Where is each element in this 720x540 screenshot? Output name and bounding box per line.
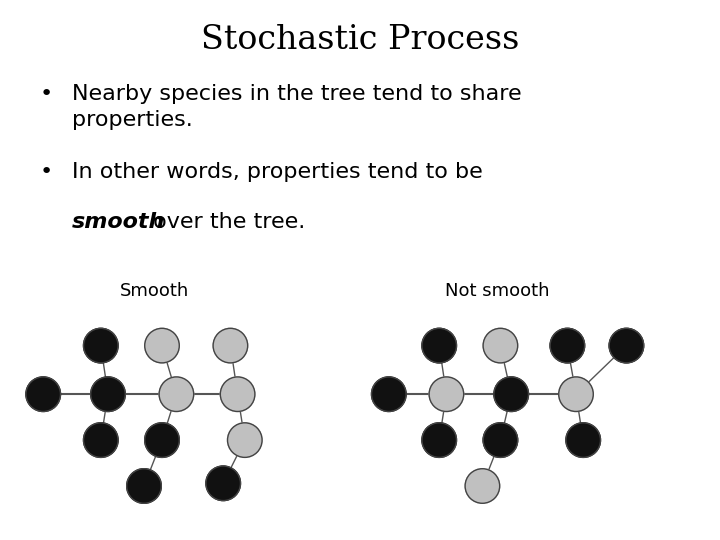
Ellipse shape bbox=[372, 377, 406, 411]
Ellipse shape bbox=[550, 328, 585, 363]
Ellipse shape bbox=[429, 377, 464, 411]
Ellipse shape bbox=[220, 377, 255, 411]
Ellipse shape bbox=[127, 469, 161, 503]
Text: Nearby species in the tree tend to share
properties.: Nearby species in the tree tend to share… bbox=[72, 84, 521, 130]
Ellipse shape bbox=[422, 423, 456, 457]
Ellipse shape bbox=[483, 328, 518, 363]
Ellipse shape bbox=[465, 469, 500, 503]
Ellipse shape bbox=[494, 377, 528, 411]
Ellipse shape bbox=[145, 328, 179, 363]
Ellipse shape bbox=[609, 328, 644, 363]
Text: •: • bbox=[40, 84, 53, 104]
Text: smooth: smooth bbox=[72, 212, 166, 232]
Text: over the tree.: over the tree. bbox=[146, 212, 305, 232]
Text: Stochastic Process: Stochastic Process bbox=[201, 24, 519, 56]
Ellipse shape bbox=[566, 423, 600, 457]
Text: •: • bbox=[40, 162, 53, 182]
Ellipse shape bbox=[91, 377, 125, 411]
Ellipse shape bbox=[159, 377, 194, 411]
Ellipse shape bbox=[84, 328, 118, 363]
Ellipse shape bbox=[206, 466, 240, 501]
Text: Smooth: Smooth bbox=[120, 282, 189, 300]
Ellipse shape bbox=[559, 377, 593, 411]
Text: In other words, properties tend to be: In other words, properties tend to be bbox=[72, 162, 482, 182]
Ellipse shape bbox=[84, 423, 118, 457]
Ellipse shape bbox=[422, 328, 456, 363]
Ellipse shape bbox=[213, 328, 248, 363]
Text: Not smooth: Not smooth bbox=[444, 282, 549, 300]
Ellipse shape bbox=[26, 377, 60, 411]
Ellipse shape bbox=[483, 423, 518, 457]
Ellipse shape bbox=[228, 423, 262, 457]
Ellipse shape bbox=[145, 423, 179, 457]
